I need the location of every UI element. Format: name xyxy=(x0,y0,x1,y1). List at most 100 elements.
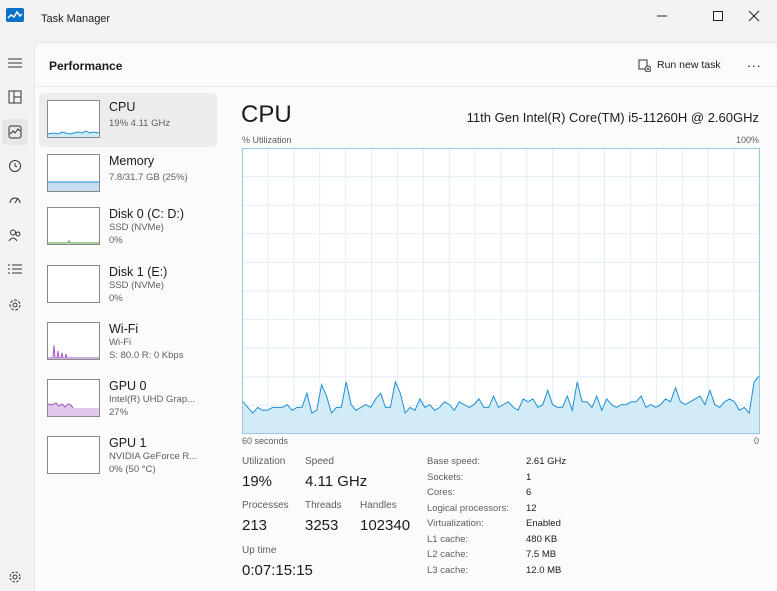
startup-apps-icon xyxy=(9,197,21,204)
x-axis-right-label: 0 xyxy=(754,436,760,446)
resource-name: Disk 1 (E:) xyxy=(109,265,168,279)
cpu-thumbnail xyxy=(47,100,100,138)
disk-1-thumbnail xyxy=(47,265,100,303)
resource-cpu[interactable]: CPU 19% 4.11 GHz xyxy=(39,93,217,147)
spec-value: 7.5 MB xyxy=(526,549,557,560)
performance-icon xyxy=(8,125,22,139)
nav-details[interactable] xyxy=(2,256,28,282)
window-title: Task Manager xyxy=(41,13,111,25)
spec-key: L3 cache: xyxy=(427,565,469,576)
detail-title: CPU xyxy=(241,101,292,128)
resource-name: Wi-Fi xyxy=(109,322,139,336)
resource-memory[interactable]: Memory 7.8/31.7 GB (25%) xyxy=(39,147,217,201)
handles-value: 102340 xyxy=(360,517,411,534)
disk-0-thumbnail xyxy=(47,207,100,245)
nav-users[interactable] xyxy=(2,222,28,248)
nav-app-history[interactable] xyxy=(2,153,28,179)
nav-menu-button[interactable] xyxy=(2,50,28,76)
spec-value: 12 xyxy=(526,503,537,514)
y-axis-max-label: 100% xyxy=(735,135,759,145)
spec-key: Cores: xyxy=(427,487,455,498)
resource-detail: 19% 4.11 GHz xyxy=(109,118,171,129)
page-header: Performance Run new task ... xyxy=(35,43,777,87)
cpu-utilization-line xyxy=(242,375,760,415)
threads-label: Threads xyxy=(305,500,342,511)
resource-name: Disk 0 (C: D:) xyxy=(109,207,184,221)
resource-detail: SSD (NVMe) xyxy=(109,280,164,291)
gpu-0-thumbnail xyxy=(47,379,100,417)
hamburger-icon xyxy=(8,58,22,68)
processes-value: 213 xyxy=(242,517,268,534)
resource-usage: 0% xyxy=(109,293,123,304)
spec-value: 1 xyxy=(526,472,532,483)
details-icon xyxy=(8,264,22,274)
spec-key: L2 cache: xyxy=(427,549,469,560)
cpu-utilization-area xyxy=(243,376,759,433)
memory-thumbnail xyxy=(47,154,100,192)
speed-label: Speed xyxy=(305,456,334,467)
nav-startup-apps[interactable] xyxy=(2,187,28,213)
task-manager-app-icon xyxy=(6,8,24,22)
wifi-thumbnail xyxy=(47,322,100,360)
nav-performance[interactable] xyxy=(2,119,28,145)
spec-value: 480 KB xyxy=(526,534,558,545)
resource-wifi[interactable]: Wi-Fi Wi-Fi S: 80.0 R: 0 Kbps xyxy=(39,315,217,369)
resource-gpu-0[interactable]: GPU 0 Intel(R) UHD Grap... 27% xyxy=(39,372,217,426)
spec-key: Virtualization: xyxy=(427,518,484,529)
spec-key: Logical processors: xyxy=(427,503,509,514)
resource-gpu-1[interactable]: GPU 1 NVIDIA GeForce R... 0% (50 °C) xyxy=(39,429,217,483)
users-icon xyxy=(8,229,21,242)
processes-icon xyxy=(8,90,22,104)
resource-name: GPU 0 xyxy=(109,379,147,393)
maximize-button[interactable] xyxy=(695,0,741,32)
run-new-task-button[interactable]: Run new task xyxy=(638,54,721,76)
cpu-utilization-graph xyxy=(242,148,760,434)
spec-value: 2.61 GHz xyxy=(526,456,567,467)
resource-name: CPU xyxy=(109,100,136,114)
spec-value: 12.0 MB xyxy=(526,565,562,576)
threads-value: 3253 xyxy=(305,517,339,534)
processes-label: Processes xyxy=(242,500,289,511)
resource-usage: 27% xyxy=(109,407,129,418)
minimize-button[interactable] xyxy=(639,0,685,32)
resource-detail: Intel(R) UHD Grap... xyxy=(109,394,196,405)
handles-label: Handles xyxy=(360,500,397,511)
nav-settings[interactable] xyxy=(2,564,28,590)
utilization-value: 19% xyxy=(242,473,273,490)
utilization-label: Utilization xyxy=(242,456,286,467)
main-panel: Performance Run new task ... CPU 19% 4.1… xyxy=(34,42,777,591)
settings-icon xyxy=(9,571,21,583)
services-icon xyxy=(9,299,21,311)
maximize-icon xyxy=(713,11,723,21)
more-options-button[interactable]: ... xyxy=(747,54,762,70)
page-title: Performance xyxy=(49,59,123,73)
uptime-label: Up time xyxy=(242,545,277,556)
resource-detail: SSD (NVMe) xyxy=(109,222,164,233)
processor-model: 11th Gen Intel(R) Core(TM) i5-11260H @ 2… xyxy=(466,110,759,125)
uptime-value: 0:07:15:15 xyxy=(242,562,313,579)
resource-disk-0[interactable]: Disk 0 (C: D:) SSD (NVMe) 0% xyxy=(39,200,217,254)
resource-name: Memory xyxy=(109,154,155,168)
resource-detail: Wi-Fi xyxy=(109,337,132,348)
gpu-1-thumbnail xyxy=(47,436,100,474)
resource-name: GPU 1 xyxy=(109,436,147,450)
spec-value: 6 xyxy=(526,487,532,498)
title-bar: Task Manager xyxy=(0,0,777,42)
close-icon xyxy=(748,10,760,22)
spec-key: L1 cache: xyxy=(427,534,469,545)
close-button[interactable] xyxy=(731,0,777,32)
resource-disk-1[interactable]: Disk 1 (E:) SSD (NVMe) 0% xyxy=(39,258,217,312)
app-history-icon xyxy=(9,160,21,172)
x-axis-left-label: 60 seconds xyxy=(242,436,289,446)
resource-usage: 0% (50 °C) xyxy=(109,464,156,475)
resource-usage: S: 80.0 R: 0 Kbps xyxy=(109,350,184,361)
nav-services[interactable] xyxy=(2,292,28,318)
speed-value: 4.11 GHz xyxy=(305,473,368,490)
run-new-task-label: Run new task xyxy=(657,59,721,71)
spec-key: Base speed: xyxy=(427,456,480,467)
resource-detail: 7.8/31.7 GB (25%) xyxy=(109,172,188,183)
run-task-icon xyxy=(638,59,651,72)
nav-processes[interactable] xyxy=(2,84,28,110)
spec-value: Enabled xyxy=(526,518,561,529)
resource-detail: NVIDIA GeForce R... xyxy=(109,451,198,462)
